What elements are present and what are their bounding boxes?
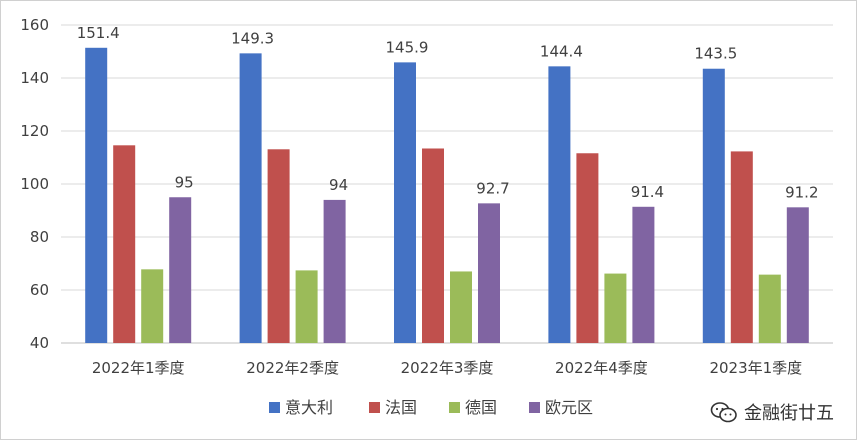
- x-category-label: 2022年2季度: [246, 359, 339, 377]
- bar: [394, 62, 416, 344]
- wechat-icon: [710, 402, 737, 423]
- x-category-label: 2022年3季度: [401, 359, 494, 377]
- y-tick-label: 40: [30, 334, 49, 352]
- bar: [422, 148, 444, 343]
- bar: [548, 66, 571, 343]
- bar: [632, 206, 655, 343]
- bar: [702, 68, 725, 343]
- y-tick-label: 140: [20, 69, 49, 87]
- data-label: 144.4: [540, 42, 583, 60]
- x-category-label: 2022年1季度: [92, 359, 185, 377]
- bar: [85, 47, 108, 343]
- bar: [295, 270, 318, 343]
- x-category-label: 2023年1季度: [709, 359, 802, 377]
- legend-label: 德国: [465, 398, 497, 417]
- bar: [576, 153, 599, 343]
- y-tick-label: 160: [20, 16, 49, 34]
- legend-label: 意大利: [285, 398, 333, 417]
- legend-swatch: [449, 402, 460, 413]
- data-label: 145.9: [386, 38, 429, 56]
- bar: [239, 53, 262, 343]
- bar: [786, 207, 809, 343]
- data-label: 95: [175, 173, 194, 191]
- bar: [113, 145, 136, 343]
- data-label: 91.2: [785, 183, 818, 201]
- x-category-label: 2022年4季度: [555, 359, 648, 377]
- watermark: 金融街廿五: [710, 399, 834, 425]
- y-tick-label: 60: [30, 281, 49, 299]
- bar: [141, 269, 164, 343]
- bar: [730, 151, 753, 343]
- legend-swatch: [369, 402, 380, 413]
- data-label: 149.3: [231, 29, 274, 47]
- y-tick-label: 80: [30, 228, 49, 246]
- bar: [450, 271, 472, 343]
- bar: [169, 197, 192, 343]
- bar: [604, 273, 627, 343]
- bar: [478, 203, 500, 343]
- y-tick-label: 120: [20, 122, 49, 140]
- legend-swatch: [529, 402, 540, 413]
- legend-label: 欧元区: [545, 398, 593, 417]
- data-label: 151.4: [77, 24, 120, 42]
- watermark-text: 金融街廿五: [744, 403, 834, 424]
- y-tick-label: 100: [20, 175, 49, 193]
- legend-label: 法国: [385, 398, 417, 417]
- bar: [267, 149, 290, 343]
- data-label: 92.7: [476, 179, 509, 197]
- bar: [323, 199, 346, 343]
- data-label: 94: [329, 176, 348, 194]
- legend-swatch: [269, 402, 280, 413]
- data-label: 91.4: [631, 183, 664, 201]
- bar: [758, 274, 781, 343]
- data-label: 143.5: [694, 45, 737, 63]
